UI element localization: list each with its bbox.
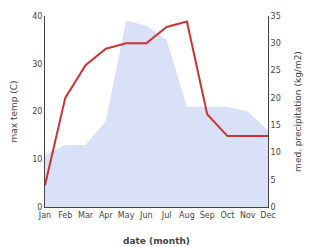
svg-text:Sep: Sep: [200, 211, 215, 220]
svg-text:Mar: Mar: [78, 211, 94, 220]
svg-text:Dec: Dec: [260, 211, 275, 220]
svg-text:5: 5: [271, 176, 276, 185]
svg-text:10: 10: [271, 148, 281, 157]
svg-text:0: 0: [271, 203, 276, 212]
svg-text:max temp (C): max temp (C): [9, 80, 19, 142]
svg-text:Jul: Jul: [161, 211, 172, 220]
svg-text:May: May: [118, 211, 135, 220]
svg-text:date (month): date (month): [123, 236, 190, 246]
svg-text:15: 15: [271, 121, 281, 130]
svg-text:med. precipitation (kg/m2): med. precipitation (kg/m2): [293, 51, 303, 172]
svg-text:Jun: Jun: [139, 211, 153, 220]
svg-text:10: 10: [32, 155, 42, 164]
svg-text:30: 30: [271, 39, 281, 48]
svg-text:Apr: Apr: [99, 211, 114, 220]
svg-text:Jan: Jan: [38, 211, 51, 220]
svg-text:35: 35: [271, 12, 281, 21]
svg-text:Aug: Aug: [179, 211, 195, 220]
svg-text:Oct: Oct: [221, 211, 235, 220]
svg-text:Feb: Feb: [58, 211, 72, 220]
svg-text:40: 40: [32, 12, 42, 21]
svg-text:25: 25: [271, 66, 281, 75]
svg-text:20: 20: [271, 94, 281, 103]
svg-text:Nov: Nov: [240, 211, 256, 220]
svg-text:20: 20: [32, 107, 42, 116]
svg-text:30: 30: [32, 60, 42, 69]
svg-text:0: 0: [37, 203, 42, 212]
